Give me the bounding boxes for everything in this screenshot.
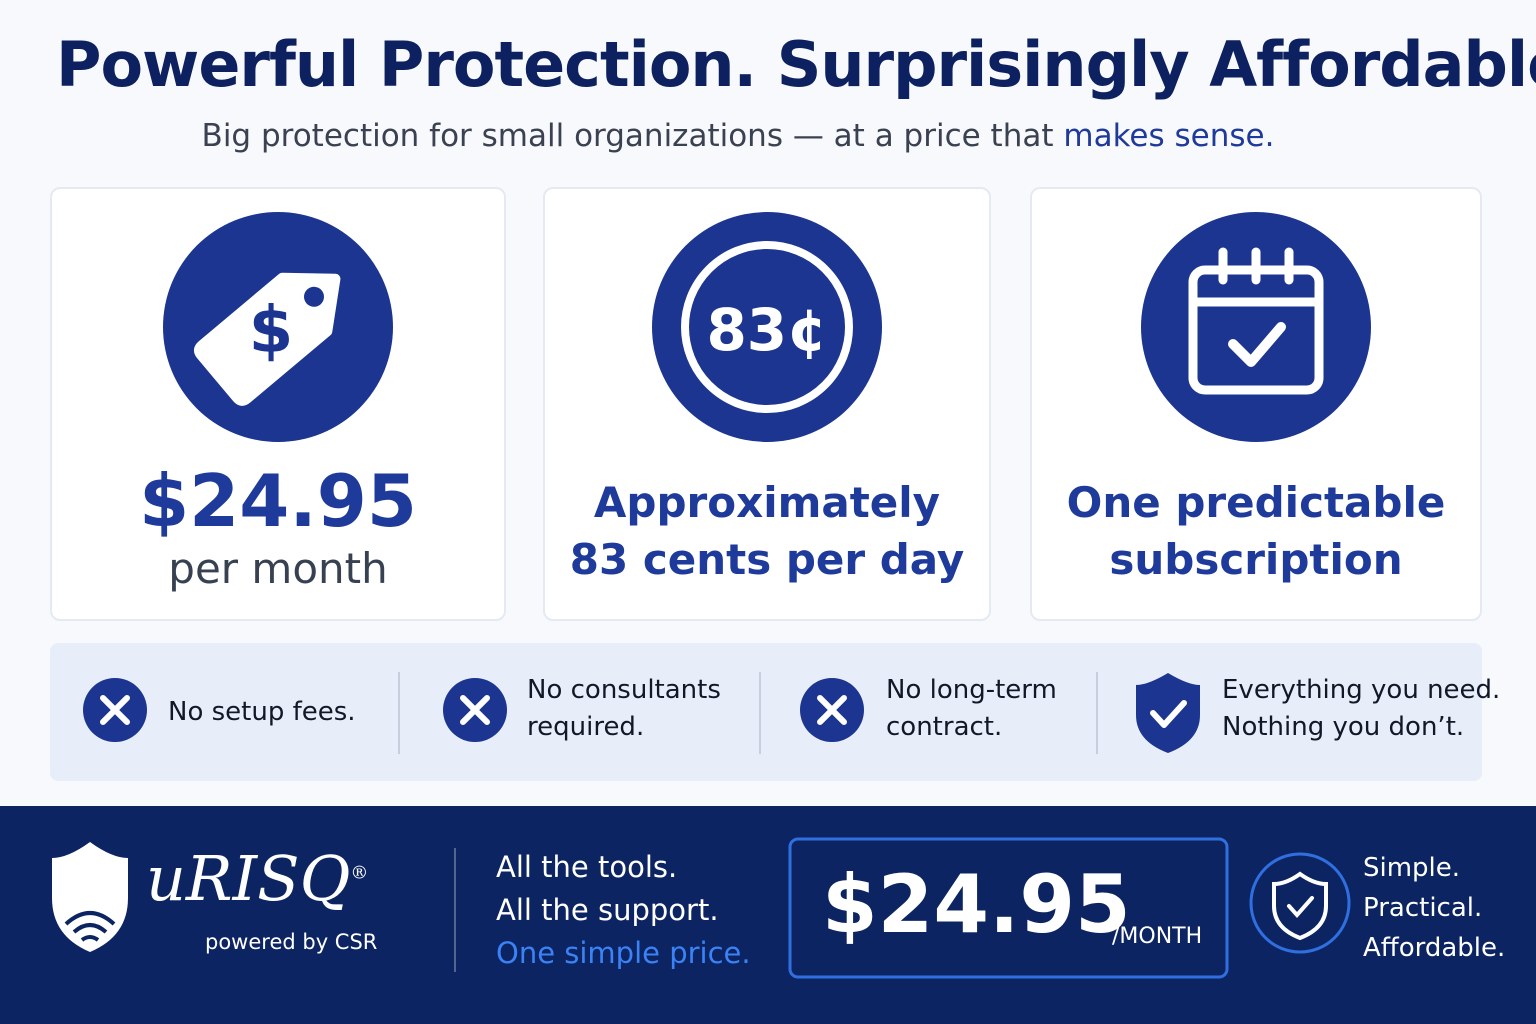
tagline: All the support. [496, 893, 719, 927]
divider [398, 672, 400, 754]
icon-circle: 83¢ [652, 212, 882, 442]
shield-icon [1136, 673, 1200, 753]
card-caption: per month [168, 544, 388, 593]
badge-icon [1249, 852, 1351, 954]
card-text: One predictable subscription [1032, 474, 1480, 588]
line: subscription [1109, 535, 1403, 584]
card: 83¢ Approximately 83 cents per day [543, 187, 991, 621]
value-words: Simple. Practical. Affordable. [1363, 848, 1505, 968]
brand-shield [52, 842, 128, 952]
subtitle-highlight: makes sense. [1063, 118, 1275, 154]
footer-price: $24.95 [822, 858, 1131, 951]
feature-text: No long-term contract. [886, 672, 1057, 746]
coin-text: 83¢ [706, 296, 827, 364]
registered-mark: ® [350, 862, 369, 884]
tag-icon: $ [193, 272, 341, 406]
feature-text: Everything you need. Nothing you don’t. [1222, 672, 1500, 746]
divider [759, 672, 761, 754]
line: required. [527, 712, 645, 742]
subtitle: Big protection for small organizations —… [0, 118, 1536, 154]
value-word: Affordable. [1363, 933, 1506, 963]
brand-name: uRISQ [146, 842, 351, 915]
line: Everything you need. [1222, 675, 1501, 705]
price-box [788, 837, 1229, 979]
line: Nothing you don’t. [1222, 712, 1465, 742]
line: No long-term [886, 675, 1057, 705]
card: One predictable subscription [1030, 187, 1482, 621]
card-text: Approximately 83 cents per day [545, 474, 989, 588]
title: Powerful Protection. Surprisingly Afford… [56, 28, 1536, 101]
line: No setup fees. [168, 697, 356, 727]
price-unit: /MONTH [1112, 924, 1203, 949]
divider [1096, 672, 1098, 754]
line: Approximately [593, 478, 941, 527]
value-word: Simple. [1363, 853, 1461, 883]
taglines: All the tools. All the support. One simple… [496, 846, 751, 975]
card: $ $24.95 per month [50, 187, 506, 621]
tagline: All the tools. [496, 850, 678, 884]
value-word: Practical. [1363, 893, 1483, 923]
calendar-icon [1188, 247, 1324, 395]
x-icon [443, 678, 507, 742]
icon-circle: $ [163, 212, 393, 442]
feature-icons [83, 673, 1200, 753]
brand: uRISQ® [146, 842, 368, 915]
line: One predictable [1066, 478, 1446, 527]
coin-icon: 83¢ [681, 241, 853, 413]
footer-graphics [52, 837, 1351, 979]
icon-circle [1141, 212, 1371, 442]
feature-bar [50, 643, 1482, 781]
line: contract. [886, 712, 1003, 742]
footer [0, 806, 1536, 1024]
tagline: One simple price. [496, 936, 751, 970]
feature-text: No setup fees. [168, 694, 356, 731]
tag-symbol: $ [249, 294, 294, 368]
powered-by: powered by CSR [205, 930, 378, 954]
line: No consultants [527, 675, 721, 705]
x-icon [83, 678, 147, 742]
subtitle-text: Big protection for small organizations —… [201, 118, 1054, 154]
feature-text: No consultants required. [527, 672, 721, 746]
line: 83 cents per day [569, 535, 965, 584]
card-price: $24.95 [139, 459, 417, 543]
x-icon [800, 678, 864, 742]
